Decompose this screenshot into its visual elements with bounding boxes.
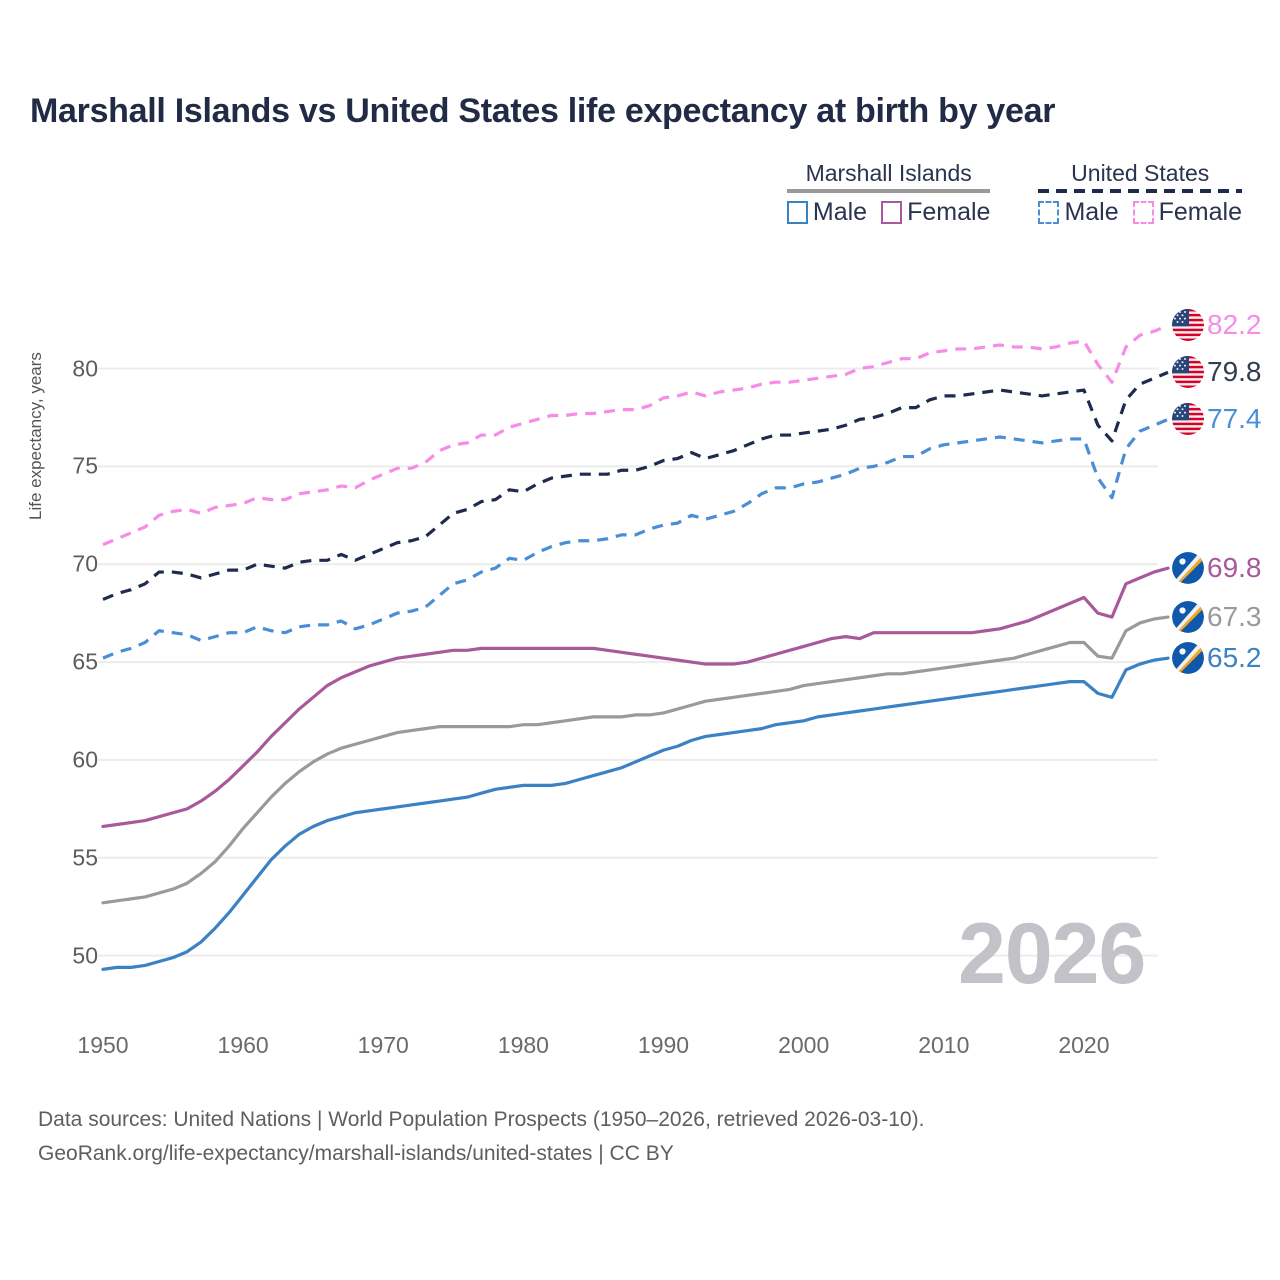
legend-swatch-us-female	[1132, 201, 1154, 225]
end-label-value: 65.2	[1207, 642, 1262, 674]
year-watermark: 2026	[958, 906, 1146, 1002]
x-tick-label: 1980	[497, 1032, 549, 1058]
end-label-us-male: 77.4	[1172, 403, 1262, 436]
x-tick-label: 2000	[778, 1032, 830, 1058]
end-label-value: 79.8	[1207, 356, 1262, 388]
x-tick-label: 2010	[918, 1032, 970, 1058]
end-label-value: 67.3	[1207, 601, 1262, 633]
end-label-mi-female: 69.8	[1172, 552, 1262, 585]
legend-swatch-mi-male	[786, 201, 808, 225]
mh-flag-icon	[1172, 642, 1204, 675]
legend-country-label: United States	[1071, 160, 1210, 186]
y-axis-ticks: 50 55 60 65 70 75 80	[0, 0, 98, 1280]
y-tick-label: 75	[72, 452, 98, 479]
legend-label-mi-female: Female	[907, 198, 991, 227]
legend-item-us-male[interactable]: Male	[1038, 198, 1119, 227]
us-flag-icon	[1172, 309, 1204, 342]
series-line-4	[101, 615, 1170, 905]
y-tick-label: 55	[72, 844, 98, 871]
us-flag-icon	[1172, 356, 1204, 389]
legend-group-marshall-islands: Marshall Islands Male Female	[786, 160, 991, 227]
end-label-value: 77.4	[1207, 403, 1262, 435]
us-flag-icon	[1172, 403, 1204, 436]
y-tick-label: 65	[72, 648, 98, 675]
legend-group-united-states: United States Male Female	[1038, 160, 1242, 225]
series-line-1	[102, 370, 1169, 601]
legend-swatch-us-male	[1038, 201, 1060, 225]
x-tick-label: 1990	[637, 1032, 690, 1058]
footer-line-url[interactable]: GeoRank.org/life-expectancy/marshall-isl…	[38, 1142, 674, 1166]
y-tick-label: 70	[72, 550, 98, 577]
legend-item-mi-female[interactable]: Female	[881, 200, 990, 225]
series-line-3	[101, 566, 1170, 829]
y-tick-label: 50	[72, 942, 98, 969]
series-line-0	[102, 323, 1169, 547]
footer-line-sources: Data sources: United Nations | World Pop…	[38, 1108, 925, 1131]
legend-rule-dashed	[1038, 189, 1242, 194]
footer-credits: Data sources: United Nations | World Pop…	[38, 1103, 924, 1171]
end-label-value: 82.2	[1207, 309, 1262, 341]
series-line-5	[101, 656, 1170, 971]
legend-item-mi-male[interactable]: Male	[786, 198, 868, 227]
end-label-us-female: 82.2	[1172, 309, 1262, 342]
mh-flag-icon	[1172, 601, 1204, 634]
y-tick-label: 80	[72, 355, 98, 381]
legend-label-us-female: Female	[1158, 198, 1242, 227]
x-tick-label: 1950	[77, 1032, 129, 1058]
chart-legend: Marshall Islands Male Female United Stat…	[786, 160, 1242, 227]
x-tick-label: 1960	[217, 1032, 269, 1058]
legend-swatch-mi-female	[881, 201, 903, 225]
mh-flag-icon	[1172, 552, 1204, 585]
x-tick-label: 1970	[357, 1032, 409, 1058]
legend-item-us-female[interactable]: Female	[1132, 198, 1242, 227]
legend-country-label: Marshall Islands	[805, 160, 972, 186]
series-line-2	[102, 417, 1169, 660]
end-label-mi-male: 65.2	[1172, 642, 1262, 675]
legend-label-us-male: Male	[1064, 198, 1119, 227]
page-title: Marshall Islands vs United States life e…	[30, 92, 1056, 130]
end-label-mi-total: 67.3	[1172, 601, 1262, 634]
x-tick-label: 2020	[1058, 1032, 1110, 1058]
end-label-us-total: 79.8	[1172, 356, 1262, 389]
y-tick-label: 60	[72, 746, 98, 773]
legend-label-mi-male: Male	[812, 198, 868, 227]
legend-rule-solid	[786, 189, 991, 194]
end-label-value: 69.8	[1207, 552, 1262, 584]
